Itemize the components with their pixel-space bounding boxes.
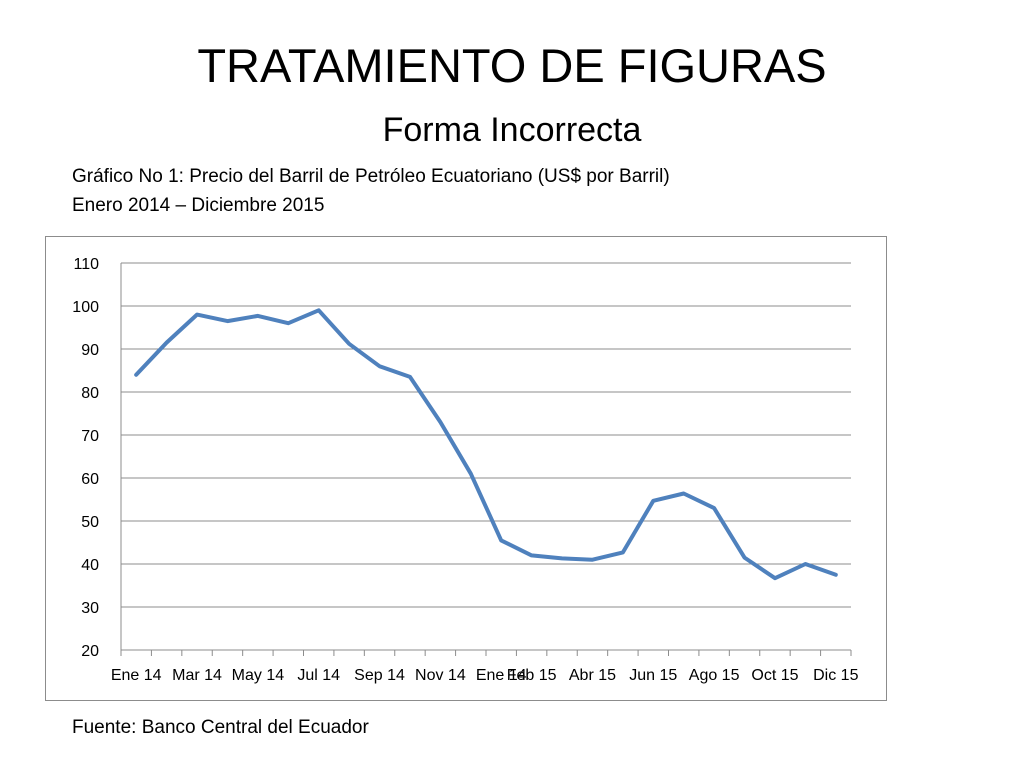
y-tick-label: 100: [72, 299, 99, 316]
x-tick-label: Mar 14: [172, 667, 222, 684]
chart-caption-title: Gráfico No 1: Precio del Barril de Petró…: [72, 166, 670, 187]
y-tick-label: 50: [81, 514, 99, 531]
y-tick-label: 90: [81, 342, 99, 359]
y-tick-label: 30: [81, 600, 99, 617]
series-line: [134, 308, 838, 581]
chart-caption: Gráfico No 1: Precio del Barril de Petró…: [72, 162, 670, 220]
chart-frame: 20 30 40 50 60 70 80 90 100 110 Ene 14 Mar 14 May 14…: [45, 236, 887, 701]
x-tick-label: Abr 15: [569, 667, 616, 684]
y-tick-label: 40: [81, 557, 99, 574]
x-tick-label: Nov 14: [415, 667, 466, 684]
chart-source: Fuente: Banco Central del Ecuador: [72, 717, 369, 738]
x-tick-label: Jul 14: [297, 667, 340, 684]
line-chart: 20 30 40 50 60 70 80 90 100 110 Ene 14 Mar 14 May 14…: [72, 256, 858, 684]
x-tick-label: Ene 14: [111, 667, 162, 684]
x-tick-label: Dic 15: [813, 667, 858, 684]
y-tick-label: 60: [81, 471, 99, 488]
y-tick-label: 80: [81, 385, 99, 402]
y-tick-label: 70: [81, 428, 99, 445]
x-tick-label: Feb 15: [507, 667, 557, 684]
x-tick-label: Oct 15: [751, 667, 798, 684]
x-tick-label: Ago 15: [689, 667, 740, 684]
slide-subtitle: Forma Incorrecta: [382, 111, 642, 149]
slide-title: TRATAMIENTO DE FIGURAS: [197, 39, 827, 92]
x-tick-label: Ene 14: [476, 667, 527, 684]
y-tick-label: 110: [73, 256, 99, 273]
chart-caption-period: Enero 2014 – Diciembre 2015: [72, 195, 325, 216]
y-tick-label: 20: [81, 643, 99, 660]
x-tick-label: Jun 15: [629, 667, 677, 684]
x-tick-label: Sep 14: [354, 667, 405, 684]
x-tick-label: May 14: [232, 667, 285, 684]
